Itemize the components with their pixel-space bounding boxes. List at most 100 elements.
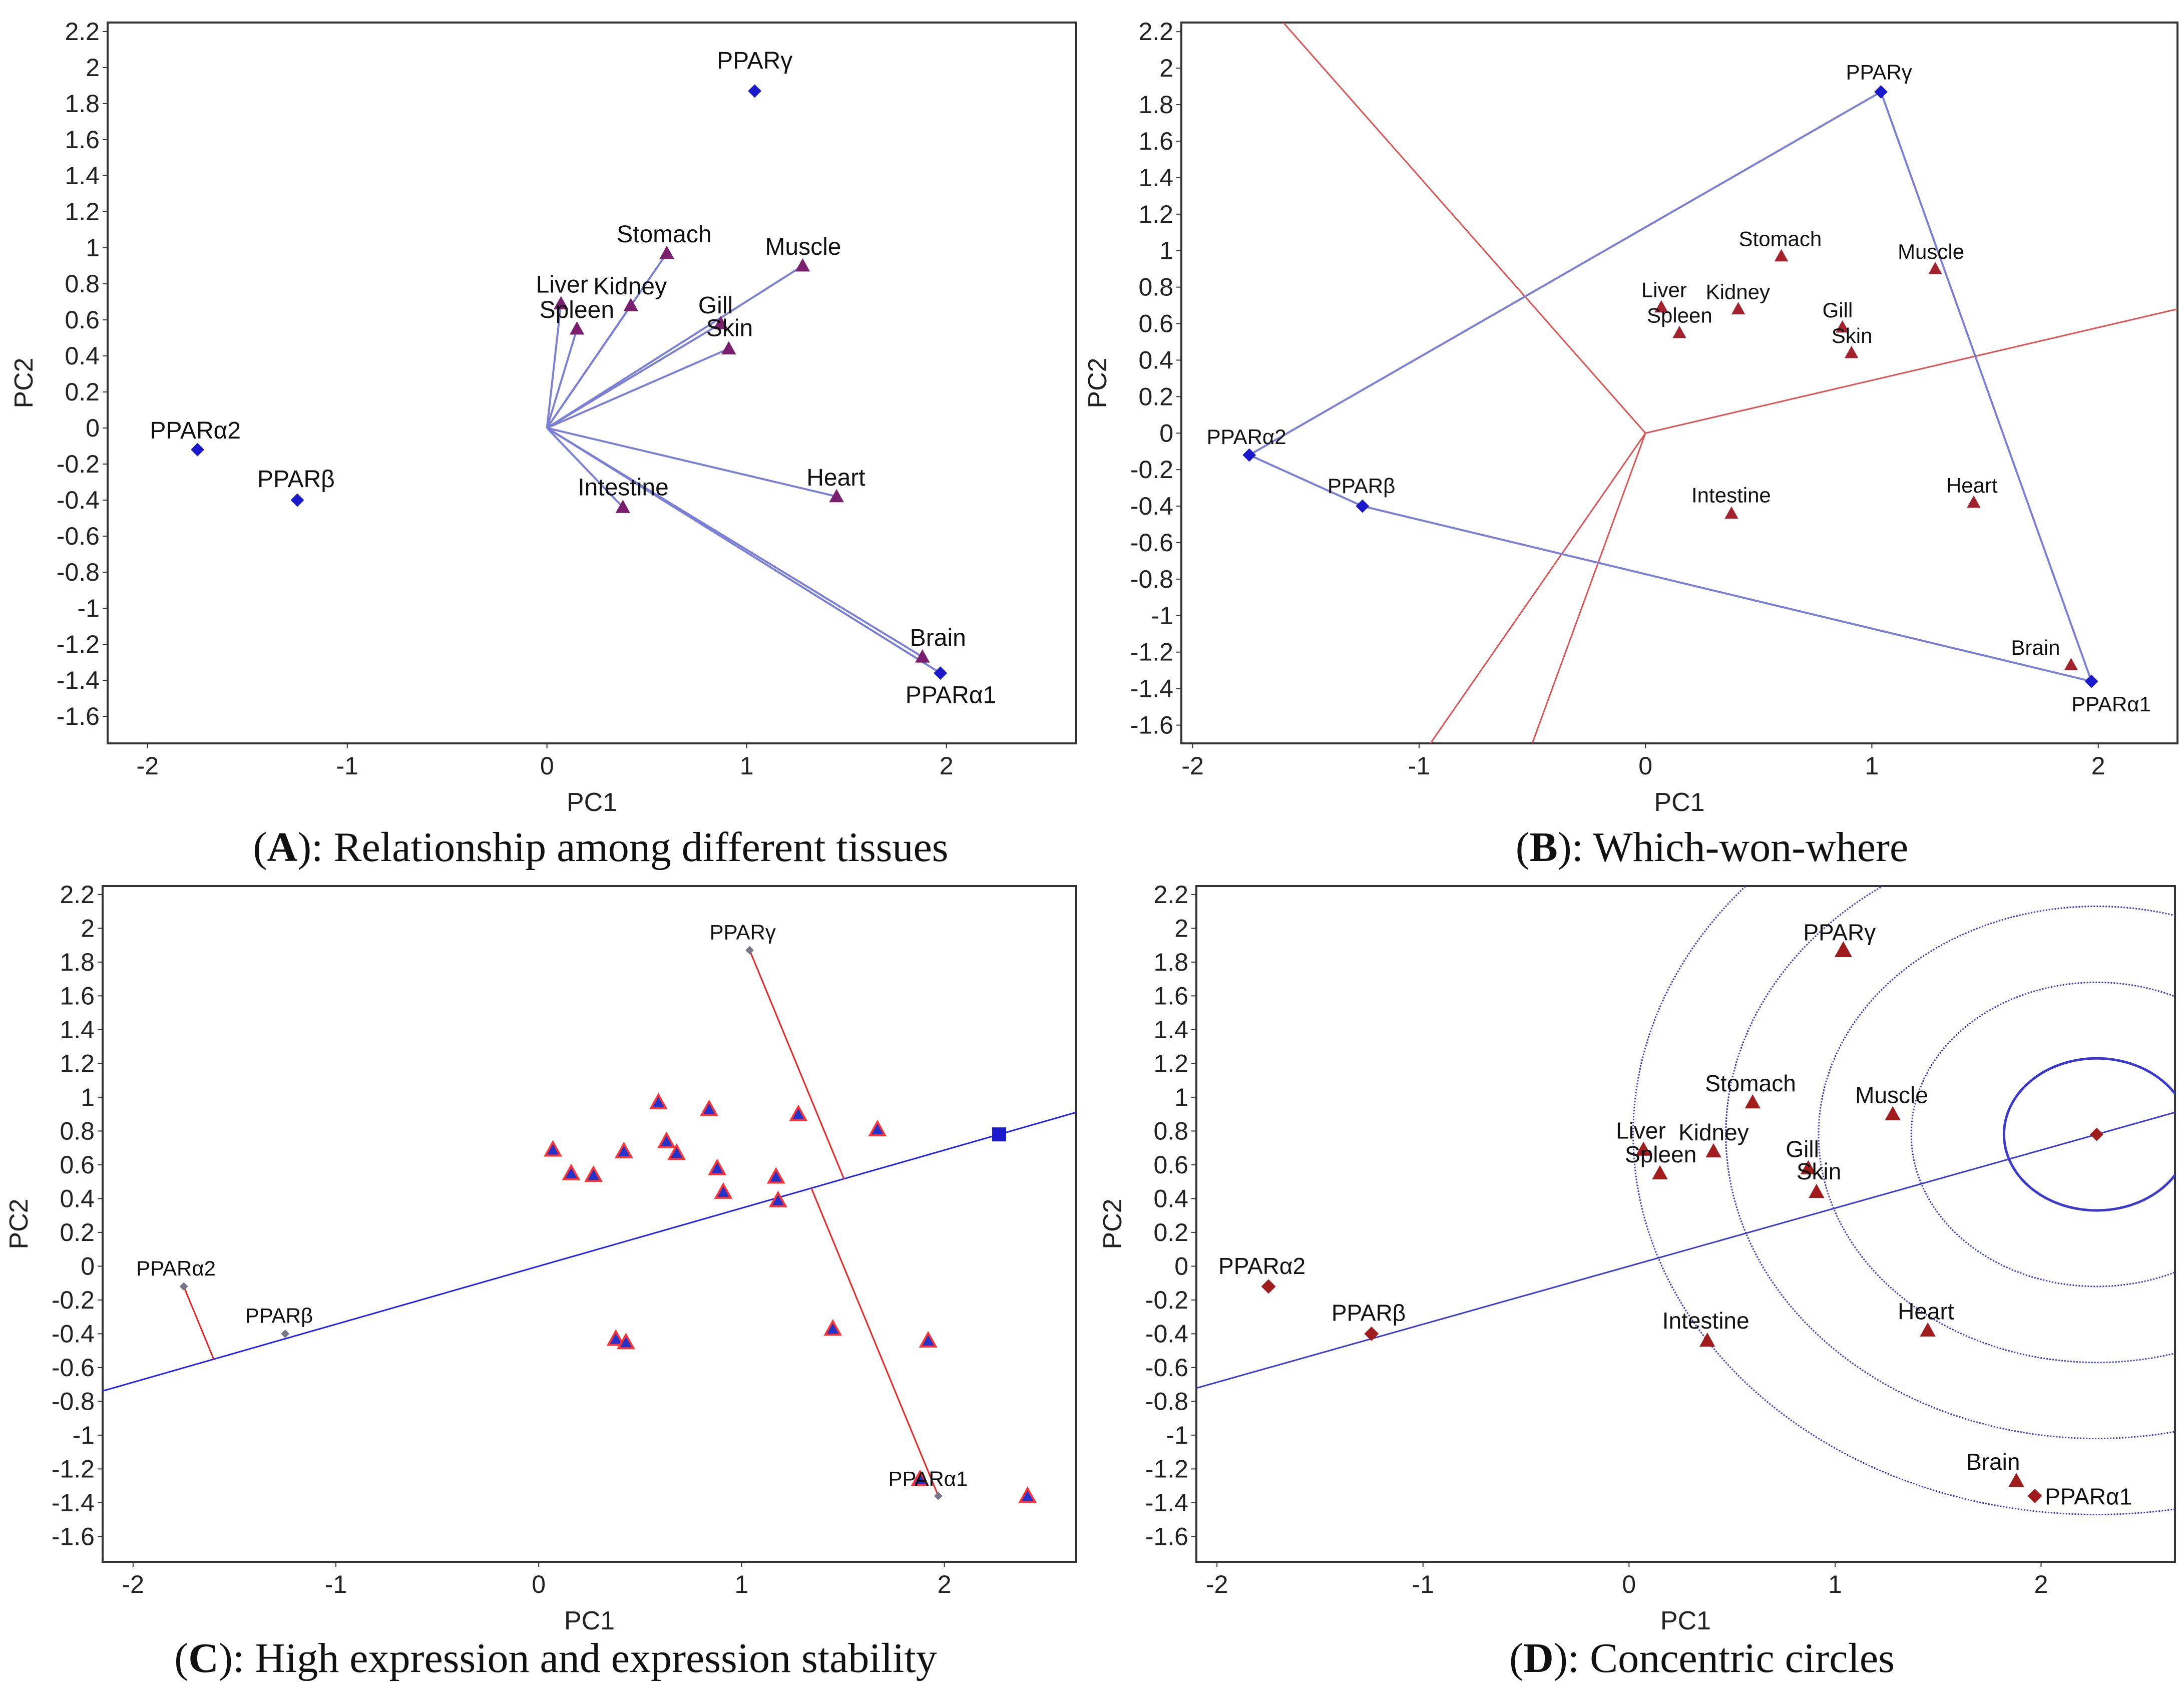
panel-c-x-tick-label: 0 [532, 1570, 546, 1598]
panel-b-y-tick-label: 2 [1159, 54, 1173, 82]
panel-a-x-tick-label: -1 [336, 752, 358, 780]
panel-b-caption: (B): Which-won-where [1516, 824, 1909, 871]
panel-a-y-tick-label: -0.4 [57, 486, 100, 514]
panel-c-triangle-marker [825, 1321, 840, 1335]
panel-a-gene-marker [192, 444, 204, 456]
panel-a-gene-label: PPARα1 [906, 682, 997, 709]
panel-c-perpendicular-line [750, 950, 844, 1179]
panel-c-gene-label: PPARγ [710, 920, 776, 944]
panel-c-perpendicular-line [811, 1188, 939, 1496]
panel-d-y-tick-label: 1.6 [1153, 982, 1188, 1010]
panel-b-y-tick-label: 0.8 [1138, 273, 1173, 301]
panel-b-gene-marker [1243, 449, 1255, 461]
panel-c-perpendicular-line [184, 1287, 214, 1359]
panel-a-tissue-label: Intestine [578, 474, 668, 501]
panel-a-y-tick-label: -0.8 [57, 558, 100, 586]
panel-a-tissue-marker [722, 342, 735, 354]
panel-d-frame [1196, 886, 2175, 1562]
panel-c-caption: (C): High expression and expression stab… [174, 1635, 937, 1681]
panel-c-gene-marker [282, 1330, 289, 1337]
panel-d-y-tick-label: 0 [1174, 1252, 1188, 1280]
panel-c-y-tick-label: 0.8 [60, 1117, 95, 1145]
panel-d-tissue-label: Intestine [1662, 1308, 1750, 1334]
panel-b-y-tick-label: -1.6 [1130, 711, 1173, 739]
panel-d-x-tick-label: 1 [1828, 1570, 1842, 1598]
panel-b-tissue-label: Liver [1641, 278, 1687, 302]
panel-b-y-tick-label: 1.6 [1138, 127, 1173, 155]
panel-c-y-tick-label: 1.4 [60, 1016, 95, 1044]
panel-b-x-tick-label: 1 [1865, 752, 1879, 780]
panel-b-y-tick-label: 0.6 [1138, 310, 1173, 338]
panel-a-y-tick-label: 2.2 [65, 18, 100, 46]
panel-d-y-tick-label: 0.6 [1153, 1151, 1188, 1179]
panel-d-tissue-label: Brain [1966, 1449, 2020, 1475]
panel-c-triangle-marker [564, 1166, 579, 1179]
panel-c-triangle-marker [702, 1102, 717, 1115]
panel-b-y-tick-label: 1.4 [1138, 164, 1173, 192]
panel-b: 2.221.81.61.41.210.80.60.40.20-0.2-0.4-0… [1083, 18, 2177, 871]
panel-b-y-tick-label: 0.4 [1138, 346, 1173, 374]
panel-d-y-tick-label: 2.2 [1153, 881, 1188, 909]
panel-c-triangle-marker [870, 1122, 885, 1135]
panel-b-gene-label: PPARβ [1328, 474, 1395, 498]
panel-d-gene-label: PPARα2 [1218, 1253, 1305, 1279]
panel-c-average-axis [62, 1101, 1117, 1403]
panel-d-concentric-circle [1726, 830, 2184, 1439]
panel-b-y-tick-label: 1 [1159, 237, 1173, 265]
panel-b-y-tick-label: -1.4 [1130, 675, 1173, 703]
panel-a-y-tick-label: -0.2 [57, 450, 100, 478]
panel-d-x-tick-label: -1 [1412, 1570, 1434, 1598]
panel-c-x-tick-label: 1 [735, 1570, 749, 1598]
panel-b-tissue-marker [1776, 250, 1788, 261]
panel-d-concentric-circle [1911, 982, 2184, 1287]
panel-c-y-tick-label: 2 [81, 914, 95, 942]
panel-a-y-tick-label: 1 [86, 234, 100, 262]
panel-b-tissue-label: Intestine [1691, 484, 1771, 507]
panel-a-gene-marker [935, 667, 947, 679]
panel-b-tissue-marker [1673, 327, 1685, 338]
panel-c-x-tick-label: 2 [938, 1570, 952, 1598]
panel-b-y-tick-label: 1.8 [1138, 91, 1173, 119]
panel-c-triangle-marker [716, 1184, 731, 1198]
panel-b-tissue-label: Kidney [1706, 280, 1770, 303]
panel-c-y-tick-label: 0.4 [60, 1184, 95, 1212]
panel-b-frame [1181, 23, 2177, 743]
panel-a-y-tick-label: 0.4 [65, 342, 100, 370]
panel-c-triangle-marker [651, 1095, 666, 1108]
panel-c-x-tick-label: -2 [122, 1570, 144, 1598]
panel-b-x-axis-title: PC1 [1654, 788, 1704, 817]
panel-d-tissue-marker [1810, 1185, 1824, 1197]
panel-a-tissue-marker [916, 650, 929, 662]
panel-a-vector-ppar-a1 [547, 428, 941, 673]
panel-a-y-tick-label: 1.2 [65, 198, 100, 226]
panel-b-tissue-label: Stomach [1739, 227, 1822, 251]
panel-d-tissue-label: Liver [1616, 1118, 1666, 1144]
panel-d-y-tick-label: -1.6 [1145, 1522, 1188, 1550]
panel-c-triangle-marker [710, 1161, 725, 1174]
panel-d-y-tick-label: 1.8 [1153, 948, 1188, 976]
panel-c-y-tick-label: 0.6 [60, 1151, 95, 1179]
panel-c-y-tick-label: 1 [81, 1083, 95, 1111]
panel-b-x-tick-label: -2 [1181, 752, 1203, 780]
panel-c-y-tick-label: 2.2 [60, 881, 95, 909]
panel-b-y-axis-title: PC2 [1083, 357, 1112, 408]
panel-d-gene-label: PPARα1 [2045, 1483, 2132, 1509]
panel-a: 2.221.81.61.41.210.80.60.40.20-0.2-0.4-0… [10, 18, 1076, 871]
panel-d-caption: (D): Concentric circles [1509, 1635, 1895, 1681]
panel-d: 2.2 2 1.8 1.6 1.4 1.2 1 0.8 0.6 0.4 0.2 0 -0.2 -0.4 -0… [1098, 754, 2184, 1681]
panel-b-gene-label: PPARγ [1846, 61, 1912, 84]
panel-d-tissue-marker [1886, 1107, 1900, 1120]
panel-a-x-tick-label: 2 [940, 752, 954, 780]
panel-c-triangle-marker [791, 1107, 806, 1120]
panel-c-x-axis-title: PC1 [564, 1606, 615, 1635]
panel-c-gene-label: PPARβ [245, 1304, 313, 1327]
panel-d-tissue-label: Spleen [1625, 1141, 1696, 1167]
panel-a-tissue-label: Kidney [593, 273, 667, 300]
panel-d-tissue-marker [1745, 1095, 1760, 1108]
panel-b-sector-line [1283, 23, 1646, 433]
panel-c-y-tick-label: -0.8 [52, 1387, 95, 1415]
panel-c-gene-label: PPARα1 [888, 1467, 968, 1490]
panel-c-x-tick-label: -1 [325, 1570, 347, 1598]
panel-c-y-tick-label: 1.8 [60, 948, 95, 976]
panel-d-tissue-label: Stomach [1705, 1070, 1796, 1096]
